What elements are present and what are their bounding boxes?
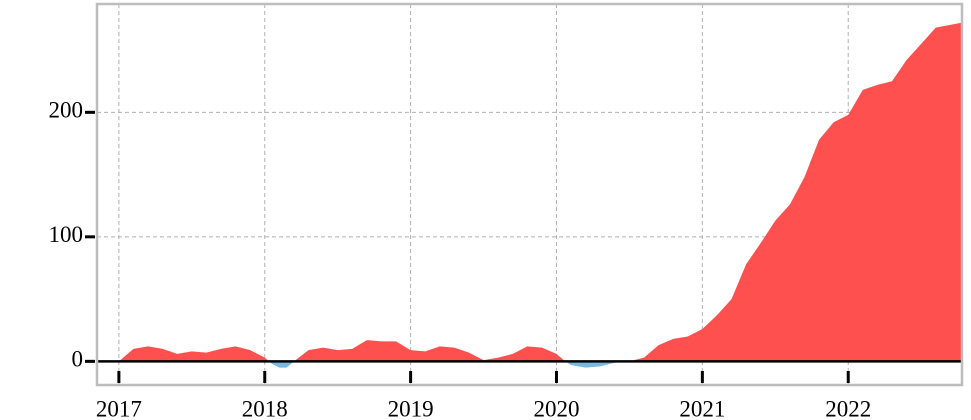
y-tick-label: 100 [49, 222, 84, 247]
plot-frame [95, 2, 964, 387]
x-tick-label: 2020 [533, 396, 579, 420]
x-tick-label: 2019 [388, 396, 434, 420]
x-tick-label: 2022 [825, 396, 871, 420]
y-tick-label: 200 [49, 98, 84, 123]
x-tick-label: 2021 [679, 396, 725, 420]
x-tick-label: 2017 [96, 396, 142, 420]
positive-area [118, 22, 962, 362]
x-tick-label: 2018 [242, 396, 288, 420]
y-tick-label: 0 [72, 347, 84, 372]
